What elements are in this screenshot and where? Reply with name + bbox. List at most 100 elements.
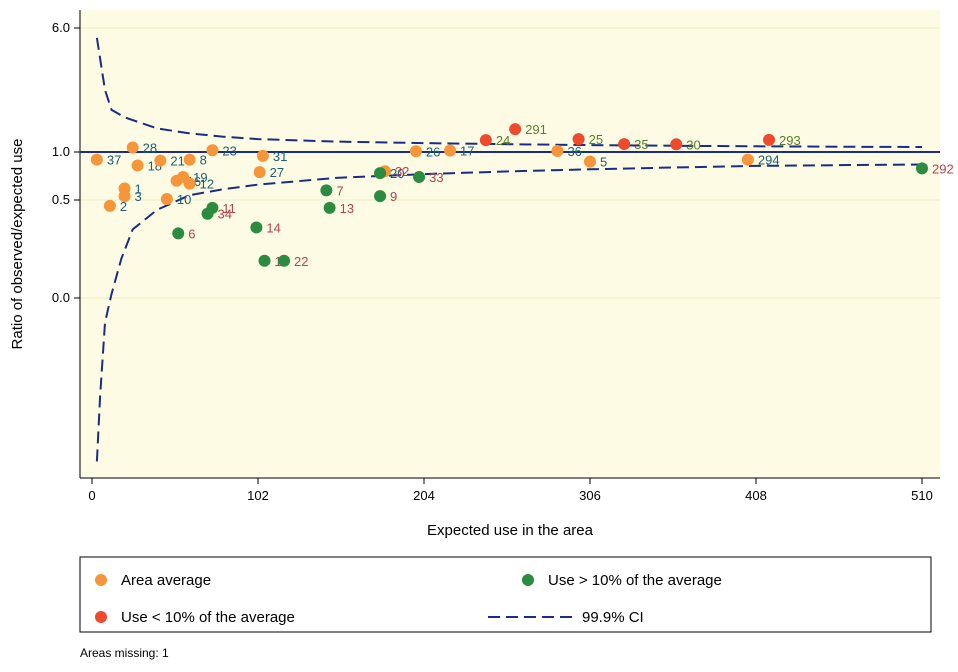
point-label-27: 27 [270,165,284,180]
point-label-22: 22 [294,254,308,269]
series-use_below: 291 24 25 35 30 293 [479,122,801,152]
point-label-21: 21 [170,154,184,169]
point-label-30: 30 [686,137,700,152]
legend: Area average Use > 10% of the average Use … [79,556,932,633]
point-label-31: 31 [273,149,287,164]
point-26 [409,145,422,158]
axes [79,10,940,479]
point-27 [253,166,266,179]
point-label-20: 20 [390,166,404,181]
missing-areas-note: Areas missing: 1 [80,646,169,660]
point-label-35: 35 [634,137,648,152]
legend-label-ci: 99.9% CI [582,609,644,626]
point-28 [126,141,139,154]
y-tick-label: 0.0 [52,290,70,305]
series-area_average: 37281821823312713216191210261736529432 [90,141,780,214]
point-18 [131,159,144,172]
series-use_above: 2033791311341461522292 [172,161,954,269]
point-label-26: 26 [426,144,440,159]
point-label-9: 9 [390,189,397,204]
x-tick-label: 204 [413,488,435,503]
point-23 [206,144,219,157]
legend-label-use_above: Use > 10% of the average [548,572,722,589]
legend-item-area_average: Area average [95,572,211,589]
y-tick-label: 0.5 [52,192,70,207]
point-14 [250,221,263,234]
point-22 [278,254,291,267]
point-33 [413,170,426,183]
plot-background [80,10,940,478]
legend-marker-use_above [522,574,534,586]
point-34 [201,207,214,220]
x-tick-label: 0 [88,488,95,503]
point-294 [741,153,754,166]
point-2 [103,199,116,212]
point-label-28: 28 [143,141,157,156]
legend-item-use_above: Use > 10% of the average [522,572,722,589]
point-292 [916,162,928,175]
x-tick-label: 510 [911,488,933,503]
point-21 [154,154,167,167]
point-label-8: 8 [200,153,207,168]
data-points: 3728182182331271321619121026173652943229… [90,122,954,269]
y-tick-label: 1.0 [52,144,70,159]
point-37 [90,153,103,166]
y-tick-label: 6.0 [52,20,70,35]
point-7 [320,184,333,197]
point-label-36: 36 [567,144,581,159]
point-20 [374,167,387,180]
point-label-19: 19 [193,170,207,185]
x-tick-label: 102 [247,488,269,503]
legend-box [79,556,932,633]
point-label-14: 14 [266,220,280,235]
point-10 [160,193,173,206]
point-label-12: 12 [200,177,214,192]
point-3 [118,190,131,203]
point-label-293: 293 [779,133,801,148]
point-6 [172,227,185,240]
point-label-6: 6 [188,226,195,241]
legend-label-use_below: Use < 10% of the average [121,609,295,626]
point-label-7: 7 [336,183,343,198]
point-label-32: 32 [395,164,409,179]
y-axis-ticks: 6.0 1.0 0.5 0.0 [52,20,80,305]
point-label-33: 33 [429,170,443,185]
y-axis-title: Ratio of observed/expected use [9,139,26,350]
point-31 [256,149,269,162]
point-12 [183,177,196,190]
point-label-17: 17 [460,144,474,159]
x-axis-ticks: 0 102 204 306 408 510 [88,478,933,503]
point-30 [670,138,683,151]
point-25 [572,133,585,146]
point-label-291: 291 [525,122,547,137]
point-13 [323,201,336,214]
legend-item-ci: 99.9% CI [488,609,644,626]
point-label-37: 37 [107,153,121,168]
point-label-24: 24 [496,133,510,148]
point-label-10: 10 [177,192,191,207]
point-label-11: 11 [222,201,236,216]
point-label-25: 25 [589,132,603,147]
legend-label-area_average: Area average [121,572,211,589]
point-36 [551,145,564,158]
point-9 [374,190,387,203]
x-tick-label: 306 [579,488,601,503]
ci-upper-bound-line [95,37,923,148]
point-8 [183,153,196,166]
point-label-23: 23 [222,143,236,158]
point-15 [258,254,271,267]
point-label-1: 1 [135,181,142,196]
point-label-34: 34 [218,207,232,222]
point-24 [479,134,492,147]
point-label-2: 2 [120,199,127,214]
point-293 [763,133,776,146]
x-axis-title: Expected use in the area [427,522,594,539]
point-5 [584,155,596,168]
legend-marker-area_average [95,574,107,586]
point-label-13: 13 [340,201,354,216]
legend-marker-use_below [95,611,107,623]
point-label-3: 3 [135,189,142,204]
ci-lower-bound-line [95,163,923,462]
